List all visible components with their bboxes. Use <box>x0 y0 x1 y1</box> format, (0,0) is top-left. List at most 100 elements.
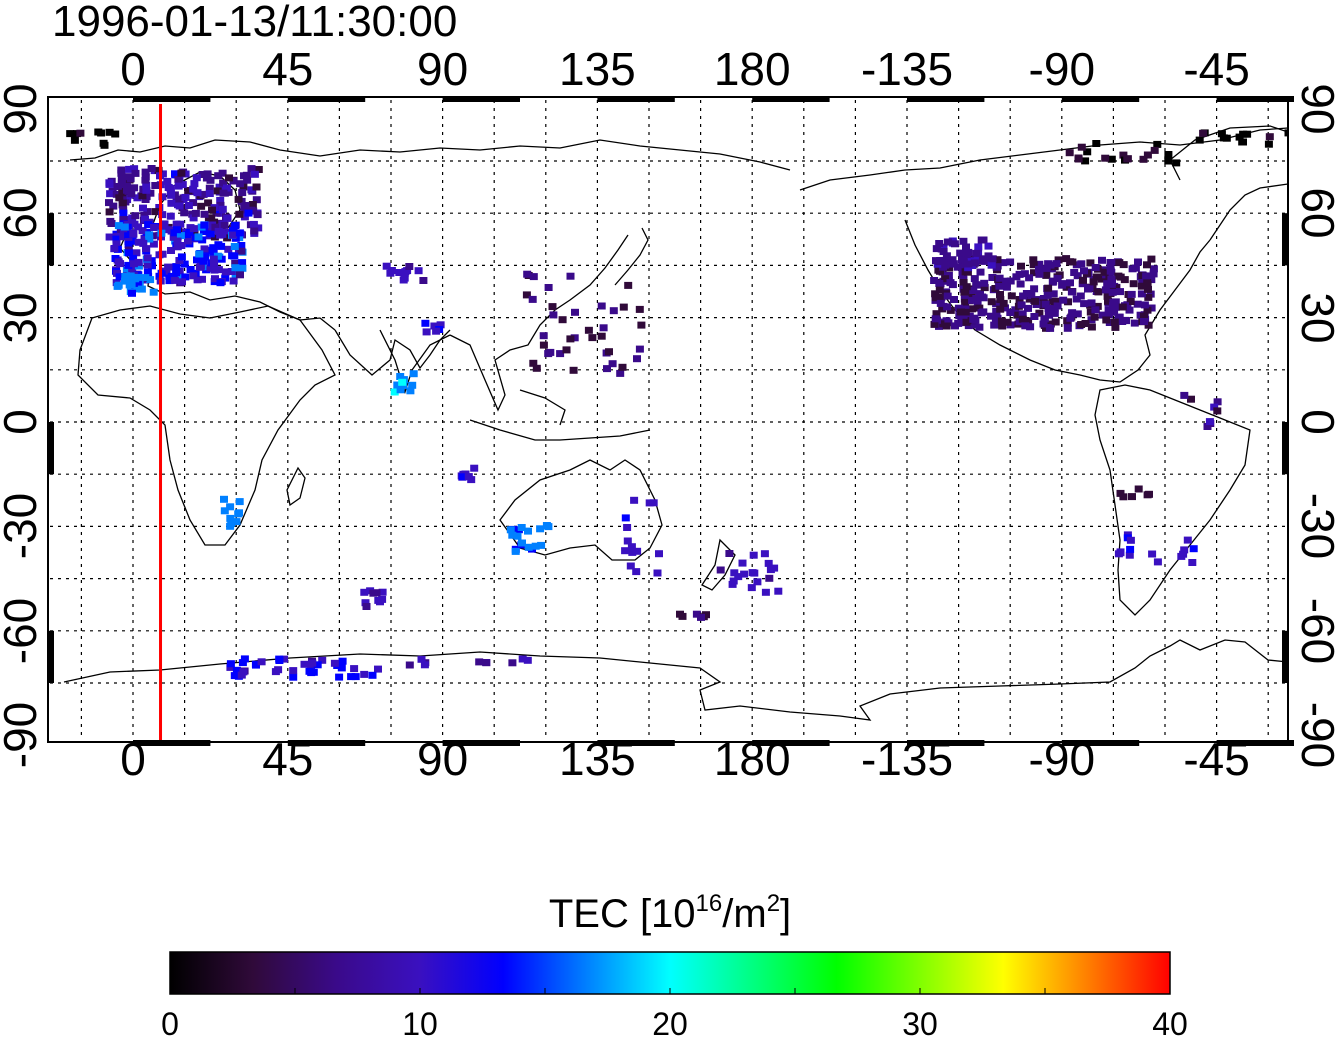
tec-measurement-cell <box>205 190 214 197</box>
tec-measurement-cell <box>1066 279 1074 287</box>
tec-measurement-cell <box>150 224 159 231</box>
tec-measurement-cell <box>123 186 131 194</box>
tec-measurement-cell <box>529 359 538 367</box>
tec-measurement-cell <box>134 258 143 266</box>
tec-measurement-cell <box>930 277 939 284</box>
tec-measurement-cell <box>143 261 152 269</box>
tec-measurement-cell <box>1147 255 1156 263</box>
tec-measurement-cell <box>236 271 244 279</box>
colorbar-label-unit-exponent: 2 <box>766 890 781 917</box>
tec-measurement-cell <box>1016 280 1025 288</box>
tec-measurement-cell <box>1110 318 1119 326</box>
longitude-tick-label-bottom: -45 <box>1183 733 1250 785</box>
colorbar-tick-label: 40 <box>1152 1006 1188 1042</box>
tec-measurement-cell <box>419 277 428 284</box>
tec-measurement-cell <box>235 229 244 237</box>
tec-measurement-cell <box>1087 299 1096 307</box>
tec-data-points <box>66 128 1288 681</box>
tec-measurement-cell <box>1133 300 1142 308</box>
tec-measurement-cell <box>1110 308 1119 316</box>
tec-measurement-cell <box>1077 260 1086 268</box>
tec-measurement-cell <box>180 260 189 268</box>
tec-measurement-cell <box>252 661 260 669</box>
tec-measurement-cell <box>623 537 632 545</box>
tec-measurement-cell <box>999 259 1008 267</box>
tec-measurement-cell <box>118 199 127 207</box>
tec-measurement-cell <box>1089 278 1098 286</box>
tec-measurement-cell <box>1091 264 1100 271</box>
tec-measurement-cell <box>239 668 248 676</box>
tec-measurement-cell <box>628 548 637 556</box>
tec-measurement-cell <box>529 273 538 281</box>
tec-measurement-cell <box>998 322 1007 330</box>
tec-measurement-cell <box>169 233 178 241</box>
tec-measurement-cell <box>177 169 186 177</box>
tec-measurement-cell <box>244 209 253 217</box>
tec-measurement-cell <box>390 388 399 396</box>
tec-measurement-cell <box>987 298 996 306</box>
tec-measurement-cell <box>972 281 981 289</box>
tec-measurement-cell <box>190 180 199 188</box>
tec-measurement-cell <box>1018 315 1027 323</box>
tec-measurement-cell <box>937 293 946 301</box>
tec-measurement-cell <box>1035 270 1044 278</box>
tec-measurement-cell <box>119 209 128 217</box>
tec-measurement-cell <box>1015 270 1024 278</box>
tec-measurement-cell <box>1094 288 1103 296</box>
tec-measurement-cell <box>1081 157 1090 165</box>
tec-measurement-cell <box>164 226 173 234</box>
tec-measurement-cell <box>195 250 204 258</box>
tec-measurement-cell <box>531 542 540 550</box>
tec-measurement-cell <box>1043 291 1052 299</box>
tec-measurement-cell <box>974 243 983 251</box>
tec-measurement-cell <box>305 667 314 675</box>
tec-measurement-cell <box>1142 272 1151 280</box>
tec-measurement-cell <box>522 291 531 299</box>
tec-measurement-cell <box>330 659 339 667</box>
tec-measurement-cell <box>232 666 241 674</box>
tec-measurement-cell <box>210 266 219 274</box>
tec-measurement-cell <box>1081 320 1090 327</box>
tec-measurement-cell <box>124 240 133 248</box>
tec-measurement-cell <box>621 514 630 522</box>
tec-measurement-cell <box>626 562 635 570</box>
tec-measurement-cell <box>935 258 944 266</box>
tec-measurement-cell <box>1026 323 1035 331</box>
tec-measurement-cell <box>194 233 203 241</box>
tec-measurement-cell <box>1172 159 1181 167</box>
tec-measurement-cell <box>1147 276 1156 284</box>
tec-measurement-cell <box>131 212 140 220</box>
tec-measurement-cell <box>387 267 396 274</box>
tec-measurement-cell <box>175 202 184 210</box>
tec-measurement-cell <box>189 225 198 233</box>
latitude-tick-label-left: 60 <box>0 187 46 239</box>
tec-measurement-cell <box>464 473 473 481</box>
tec-measurement-cell <box>618 363 627 371</box>
tec-measurement-cell <box>119 216 128 224</box>
tec-measurement-cell <box>990 321 999 329</box>
tec-measurement-cell <box>1164 157 1173 165</box>
tec-measurement-cell <box>218 205 227 213</box>
tec-measurement-cell <box>508 531 517 539</box>
tec-measurement-cell <box>374 665 382 673</box>
tec-measurement-cell <box>127 280 136 288</box>
tec-measurement-cell <box>566 272 575 280</box>
longitude-tick-label-top: 0 <box>120 43 146 95</box>
tec-measurement-cell <box>129 260 138 268</box>
tec-measurement-cell <box>144 221 153 229</box>
tec-measurement-cell <box>171 170 179 178</box>
tec-measurement-cell <box>1017 262 1025 270</box>
tec-measurement-cell <box>214 172 223 180</box>
tec-measurement-cell <box>1002 283 1011 291</box>
border-bar-segment <box>1061 740 1140 746</box>
tec-measurement-cell <box>692 610 701 618</box>
tec-measurement-cell <box>247 165 256 173</box>
tec-measurement-cell <box>1144 285 1152 293</box>
tec-measurement-cell <box>1050 309 1059 317</box>
border-bar-segment <box>48 630 54 683</box>
tec-measurement-cell <box>200 210 209 218</box>
tec-measurement-cell <box>115 273 124 281</box>
tec-measurement-cell <box>632 568 641 576</box>
tec-measurement-cell <box>113 183 122 190</box>
tec-measurement-cell <box>931 294 940 302</box>
